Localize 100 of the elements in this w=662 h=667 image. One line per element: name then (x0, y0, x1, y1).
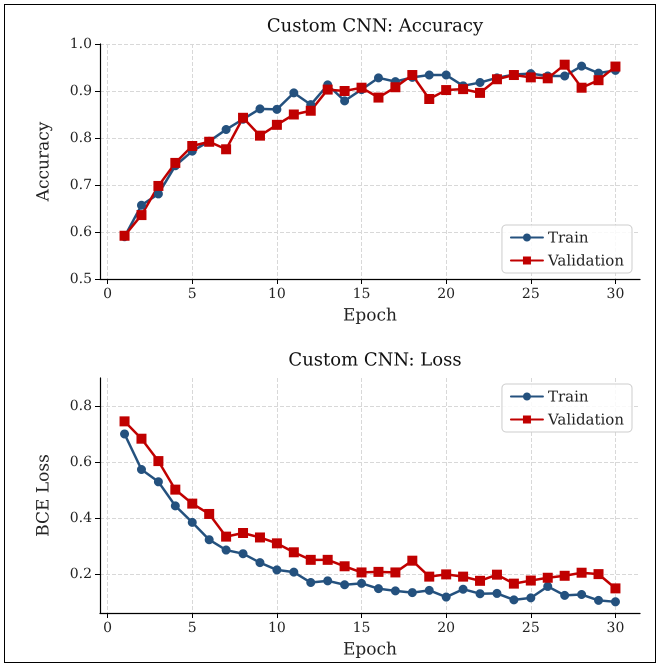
point (272, 104, 282, 114)
point (306, 106, 316, 116)
point (272, 120, 282, 130)
y-tick-label: 1.0 (70, 36, 92, 52)
point (476, 589, 485, 598)
point (610, 62, 620, 72)
point (136, 210, 146, 220)
point (458, 572, 468, 582)
point (424, 586, 434, 595)
point (560, 570, 570, 581)
x-tick-label: 10 (268, 620, 286, 636)
x-tick-label: 5 (188, 620, 197, 636)
point (221, 532, 232, 542)
chart-title: Custom CNN: Loss (288, 350, 462, 370)
point (543, 582, 552, 591)
y-tick-label: 0.6 (70, 224, 92, 240)
point (170, 501, 180, 510)
point (136, 200, 146, 210)
point (594, 75, 604, 86)
point (560, 60, 570, 70)
x-tick-label: 25 (522, 286, 540, 302)
point (526, 593, 536, 602)
point (120, 416, 130, 426)
point (340, 86, 350, 96)
point (373, 566, 384, 577)
point (441, 85, 452, 96)
point (170, 484, 180, 495)
point (373, 92, 384, 103)
x-tick-label: 5 (188, 286, 197, 302)
x-tick-label: 15 (352, 620, 370, 636)
point (136, 434, 146, 444)
point (526, 576, 536, 586)
y-tick-label: 0.9 (70, 83, 92, 99)
point (476, 78, 485, 88)
point (306, 554, 316, 565)
x-tick-label: 15 (352, 286, 370, 302)
point (458, 84, 468, 94)
point (390, 82, 400, 92)
point (272, 565, 282, 574)
point (170, 158, 180, 168)
point (526, 72, 536, 82)
point (187, 498, 198, 509)
legend-label: Validation (546, 410, 624, 428)
point (187, 140, 198, 151)
point (255, 104, 264, 114)
point (289, 568, 298, 577)
x-tick-label: 25 (522, 620, 540, 636)
point (576, 82, 587, 93)
point (509, 595, 518, 604)
y-tick-label: 0.8 (70, 130, 92, 146)
point (288, 110, 299, 120)
x-tick-label: 10 (268, 286, 286, 302)
legend-label: Train (548, 388, 589, 406)
x-axis-title: Epoch (343, 306, 398, 326)
point (492, 570, 502, 580)
point (154, 477, 163, 486)
y-tick-label: 0.7 (70, 177, 92, 193)
y-tick-label: 0.4 (70, 510, 92, 526)
y-tick-label: 0.5 (70, 271, 92, 287)
point (424, 572, 434, 582)
point (340, 561, 350, 572)
point (136, 464, 146, 474)
point (458, 584, 468, 594)
x-tick-label: 0 (103, 286, 112, 302)
point (222, 125, 231, 134)
x-tick-label: 30 (606, 620, 624, 636)
point (610, 583, 620, 594)
point (475, 88, 486, 98)
point (306, 578, 316, 588)
x-tick-label: 20 (437, 620, 456, 636)
point (204, 535, 214, 544)
point (289, 88, 298, 98)
point (222, 546, 231, 555)
point (153, 180, 164, 191)
point (340, 580, 350, 590)
point (340, 96, 350, 106)
point (153, 456, 164, 466)
point (374, 73, 383, 82)
y-axis-title: BCE Loss (34, 454, 54, 537)
chart-title: Custom CNN: Accuracy (266, 16, 484, 36)
point (560, 71, 570, 80)
point (120, 429, 130, 438)
point (322, 84, 333, 95)
x-tick-label: 0 (103, 620, 112, 636)
x-tick-label: 30 (606, 286, 624, 302)
point (560, 590, 570, 600)
point (390, 567, 400, 578)
point (492, 588, 502, 598)
point (322, 554, 333, 565)
point (576, 568, 587, 578)
point (424, 94, 434, 104)
point (323, 576, 332, 586)
point (441, 569, 452, 580)
y-tick-label: 0.8 (70, 398, 92, 414)
point (204, 508, 214, 519)
point (542, 572, 553, 583)
point (288, 547, 299, 558)
legend-label: Validation (546, 252, 624, 270)
point (610, 597, 620, 606)
point (408, 588, 417, 598)
